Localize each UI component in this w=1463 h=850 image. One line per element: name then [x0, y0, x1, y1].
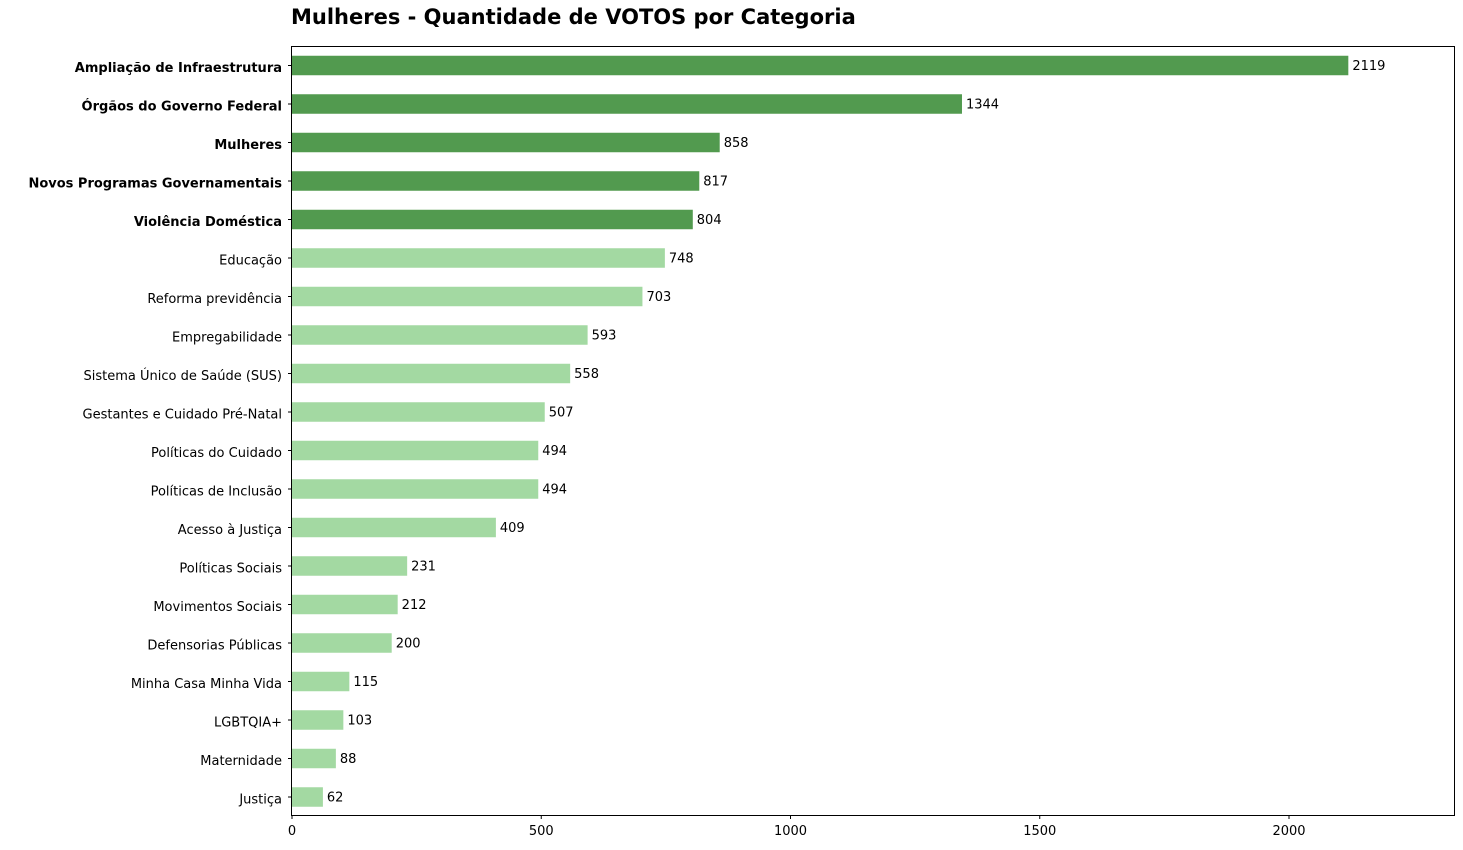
category-label: Violência Doméstica: [134, 215, 282, 230]
bar: [292, 440, 539, 461]
x-tick-label: 500: [529, 824, 554, 839]
value-label: 2119: [1352, 59, 1385, 74]
category-label: Mulheres: [214, 138, 282, 153]
chart-title: Mulheres - Quantidade de VOTOS por Categ…: [291, 5, 856, 29]
bar: [292, 55, 1349, 76]
value-label: 703: [646, 290, 671, 305]
category-label: Reforma previdência: [147, 292, 282, 307]
bar: [292, 517, 496, 538]
value-label: 115: [353, 675, 378, 690]
bar: [292, 286, 643, 307]
plot-frame: [291, 46, 1455, 816]
category-label: Acesso à Justiça: [178, 523, 282, 538]
value-label: 558: [574, 367, 599, 382]
category-label: LGBTQIA+: [214, 716, 282, 731]
bar: [292, 479, 539, 499]
category-labels-group: Ampliação de Infraestrutura Órgãos do Gov…: [28, 61, 282, 808]
bar: [292, 556, 408, 576]
bars-group: [292, 55, 1349, 807]
value-label: 200: [396, 637, 421, 652]
category-label: Empregabilidade: [172, 331, 282, 346]
value-label: 494: [542, 483, 567, 498]
bar: [292, 402, 545, 422]
value-label: 507: [549, 406, 574, 421]
category-label: Justiça: [238, 793, 282, 808]
bar: [292, 209, 693, 230]
category-label: Maternidade: [200, 754, 282, 769]
value-label: 88: [340, 752, 357, 767]
value-label: 817: [703, 175, 728, 190]
value-label: 212: [402, 598, 427, 613]
value-label: 494: [542, 444, 567, 459]
x-tick-label: 2000: [1272, 824, 1305, 839]
bar: [292, 787, 323, 807]
category-label: Novos Programas Governamentais: [28, 177, 282, 192]
bar: [292, 710, 344, 730]
value-label: 103: [347, 714, 372, 729]
value-label: 62: [327, 791, 344, 806]
x-tick-label: 1500: [1023, 824, 1056, 839]
value-label: 804: [697, 213, 722, 228]
value-label: 409: [500, 521, 525, 536]
bar: [292, 94, 962, 114]
bar: [292, 671, 350, 692]
value-label: 858: [724, 136, 749, 151]
x-tick-label: 1000: [774, 824, 807, 839]
category-label: Políticas Sociais: [179, 562, 282, 577]
value-label: 231: [411, 560, 436, 575]
value-label: 748: [669, 252, 694, 267]
category-label: Defensorias Públicas: [147, 639, 282, 654]
value-label: 593: [592, 329, 617, 344]
bar: [292, 748, 336, 769]
category-label: Minha Casa Minha Vida: [131, 677, 282, 692]
x-tick-label: 0: [288, 824, 296, 839]
bar: [292, 363, 571, 384]
category-label: Políticas de Inclusão: [151, 485, 282, 500]
category-label: Políticas do Cuidado: [151, 446, 282, 461]
value-label: 1344: [966, 98, 999, 113]
bar: [292, 325, 588, 345]
bar: [292, 132, 720, 153]
bar: [292, 633, 392, 653]
category-label: Gestantes e Cuidado Pré-Natal: [83, 408, 283, 423]
category-label: Sistema Único de Saúde (SUS): [84, 368, 282, 384]
bar: [292, 594, 398, 615]
category-label: Movimentos Sociais: [153, 600, 282, 615]
bar: [292, 171, 700, 191]
bar: [292, 248, 665, 268]
category-label: Órgãos do Governo Federal: [82, 99, 282, 115]
category-label: Ampliação de Infraestrutura: [75, 61, 282, 76]
value-labels-group: 2119 1344 858 817 804 748 703 593 558 507 494 494 40…: [327, 59, 1386, 806]
category-label: Educação: [219, 254, 282, 269]
